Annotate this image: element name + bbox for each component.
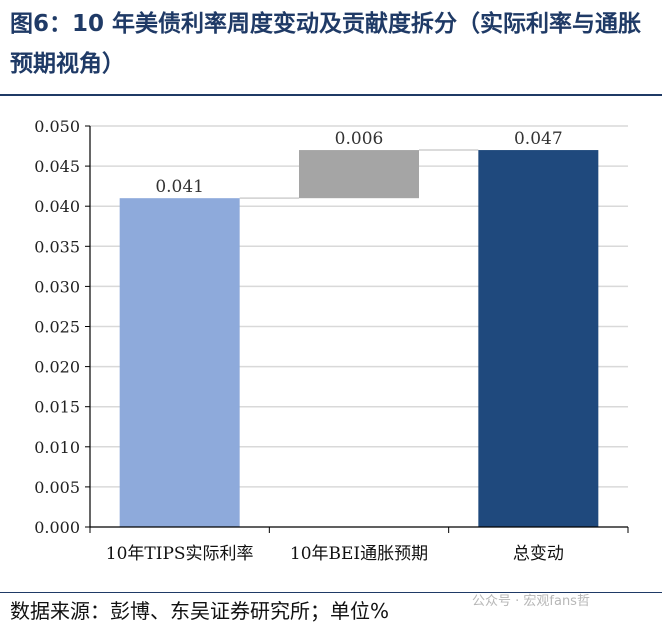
y-tick-label: 0.030 — [34, 277, 80, 296]
y-tick-label: 0.020 — [34, 358, 80, 377]
y-tick-label: 0.005 — [34, 478, 80, 497]
data-source-note: 数据来源：彭博、东吴证券研究所；单位% — [10, 599, 390, 623]
bar-3 — [478, 150, 599, 527]
data-label: 0.047 — [514, 129, 563, 149]
x-axis-category-labels: 10年TIPS实际利率 10年BEI通胀预期 总变动 — [89, 527, 629, 564]
data-label: 0.006 — [335, 129, 384, 149]
y-tick-label: 0.010 — [34, 438, 80, 457]
data-labels: 0.041 0.006 0.047 — [155, 129, 562, 197]
y-tick-label: 0.045 — [34, 157, 80, 176]
x-category-label: 总变动 — [513, 544, 564, 564]
y-tick-label: 0.015 — [34, 398, 80, 417]
watermark: 公众号 · 宏观fans哲 — [472, 594, 590, 609]
y-axis-tick-labels: 0.000 0.005 0.010 0.015 0.020 0.025 0.030 0.035… — [34, 117, 90, 537]
y-tick-label: 0.040 — [34, 197, 80, 216]
title-rule — [0, 94, 662, 96]
y-tick-label: 0.025 — [34, 318, 80, 337]
figure-title: 图6：10 年美债利率周度变动及贡献度拆分（实际利率与通胀预期视角） — [10, 11, 642, 77]
x-category-label: 10年TIPS实际利率 — [106, 544, 254, 564]
y-tick-label: 0.035 — [34, 237, 80, 256]
bar-1 — [119, 198, 240, 527]
y-tick-label: 0.050 — [34, 117, 80, 136]
y-tick-label: 0.000 — [34, 518, 80, 537]
x-category-label: 10年BEI通胀预期 — [290, 544, 428, 564]
waterfall-chart: 0.000 0.005 0.010 0.015 0.020 0.025 0.030 0.035… — [34, 117, 629, 564]
source-rule — [0, 592, 662, 593]
connector-lines — [239, 149, 479, 199]
bars — [119, 150, 599, 527]
data-label: 0.041 — [155, 177, 204, 197]
bar-2 — [299, 150, 419, 199]
